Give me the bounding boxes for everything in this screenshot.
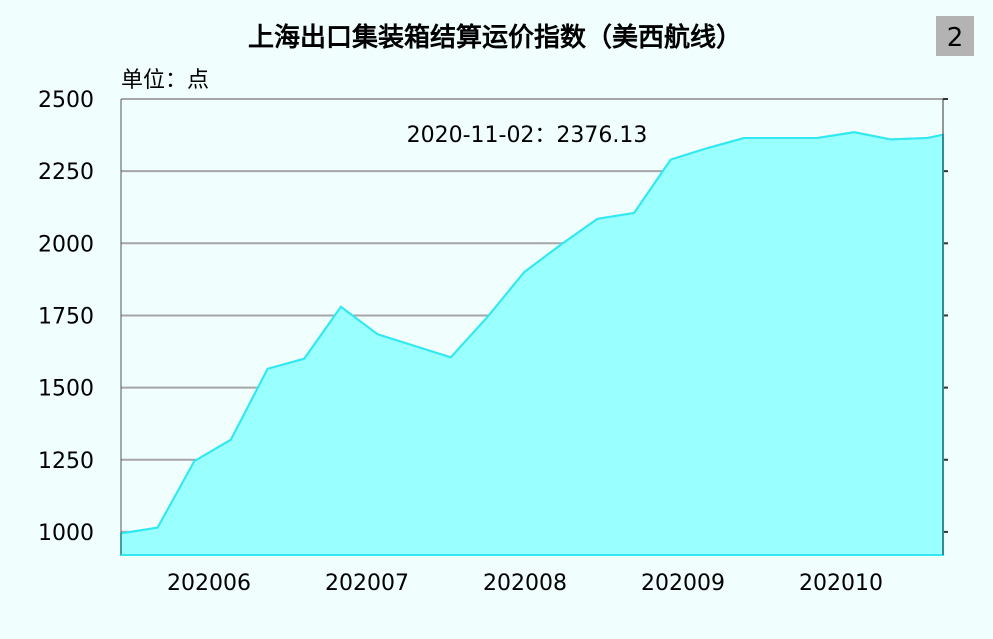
x-tick-label: 202006 (167, 571, 251, 596)
y-tick-labels: 1000 1250 1500 1750 2000 2250 2500 (38, 88, 94, 546)
series-line (120, 131, 944, 535)
unit-label: 单位：点 (121, 68, 209, 93)
y-tick-label: 2000 (38, 232, 94, 257)
y-tick-label: 1750 (38, 304, 94, 329)
x-tick-label: 202010 (799, 571, 883, 596)
annotation-label: 2020-11-02：2376.13 (407, 123, 648, 148)
x-tick-labels: 202006 202007 202008 202009 202010 (167, 571, 883, 596)
y-tick-label: 2500 (38, 88, 94, 113)
y-tick-label: 1500 (38, 377, 94, 402)
y-tick-label: 1000 (38, 521, 94, 546)
page-badge (936, 16, 974, 56)
y-tick-label: 1250 (38, 449, 94, 474)
x-tick-label: 202008 (483, 571, 567, 596)
page-badge-number: 2 (947, 23, 964, 53)
chart-title: 上海出口集装箱结算运价指数（美西航线） (248, 22, 742, 53)
x-tick-label: 202009 (641, 571, 725, 596)
x-tick-label: 202007 (325, 571, 409, 596)
y-tick-label: 2250 (38, 160, 94, 185)
